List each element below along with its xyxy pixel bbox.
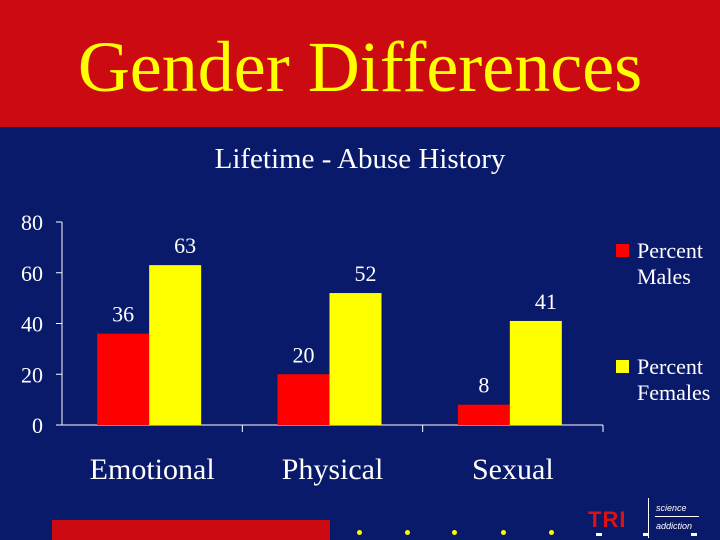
legend-label: Females [637,380,710,405]
x-tick-label: Sexual [472,453,554,486]
footer-dot [643,533,649,536]
slide-title: Gender Differences [77,27,643,107]
footer-dot [405,530,410,535]
data-label: 8 [478,373,489,398]
data-label: 63 [174,233,196,258]
legend-label: Percent [637,238,703,263]
bar [329,293,382,425]
data-label: 20 [293,342,315,367]
tri-logo: TRI [588,507,627,532]
footer-dot [596,533,602,536]
bar [457,404,510,425]
logo-word-science: science [656,503,687,513]
bar [509,320,562,425]
title-band [0,0,720,127]
bar [149,265,202,425]
y-tick-label: 80 [21,210,43,235]
logo-divider [648,498,649,538]
x-tick-label: Physical [282,453,384,486]
footer-bar [52,520,330,540]
y-tick-label: 0 [32,413,43,438]
data-label: 52 [355,261,377,286]
legend-label: Percent [637,354,703,379]
footer-dot [549,530,554,535]
data-label: 41 [535,289,557,314]
bar [277,374,330,425]
logo-line [655,516,699,517]
y-tick-label: 60 [21,261,43,286]
footer-dot [357,530,362,535]
x-tick-label: Emotional [90,453,215,486]
y-tick-label: 40 [21,312,43,337]
data-label: 36 [112,302,134,327]
y-tick-label: 20 [21,362,43,387]
legend-swatch [616,244,629,257]
chart-title: Lifetime - Abuse History [214,143,506,175]
bar [97,333,150,425]
legend-swatch [616,360,629,373]
legend-label: Males [637,264,691,289]
footer-dot [452,530,457,535]
logo-word-addiction: addiction [656,521,693,531]
footer-dot [691,533,697,536]
footer-dot [501,530,506,535]
